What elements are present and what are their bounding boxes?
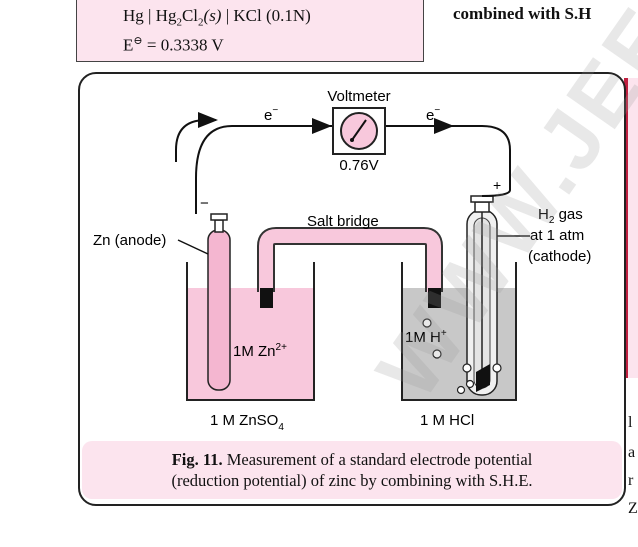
formula-line-1: Hg | Hg2Cl2(s) | KCl (0.1N) [123, 6, 311, 29]
wire-right [386, 125, 511, 197]
body-text-line-2: a [628, 444, 636, 461]
salt-bridge-outline [257, 227, 443, 292]
hydrogen-bubble [462, 363, 472, 373]
zinc-rod-terminal [214, 219, 224, 233]
h2-pressure-label: at 1 atm [530, 227, 584, 244]
body-text-top: combined with S.H [453, 4, 592, 23]
zn-ion-label: 1M Zn2+ [233, 342, 287, 360]
voltmeter-needle [351, 119, 367, 141]
cathode-plus-sign: + [493, 177, 501, 193]
salt-bridge-label: Salt bridge [307, 213, 379, 230]
wire-left [195, 125, 332, 214]
electron-label-left: e− [264, 105, 278, 124]
figure-caption: Fig. 11. Measurement of a standard elect… [171, 450, 533, 490]
hydrogen-bubble [456, 385, 466, 395]
right-beaker [401, 262, 517, 401]
zn-anode-label: Zn (anode) [93, 232, 166, 249]
formula-box: Hg | Hg2Cl2(s) | KCl (0.1N) E⊖ = 0.3338 … [76, 0, 424, 62]
figure-frame [78, 72, 626, 506]
body-text-line-4: Z [628, 500, 638, 517]
hydrogen-bubble [422, 318, 432, 328]
salt-bridge-plug-right [428, 288, 441, 308]
platinum-foil [476, 364, 490, 392]
hydrogen-bubble [465, 379, 475, 389]
voltage-reading: 0.76V [339, 157, 378, 174]
hydrogen-bubble [432, 349, 442, 359]
salt-bridge [259, 229, 441, 292]
right-solution-label: 1 M HCl [420, 412, 474, 429]
zinc-rod [207, 229, 231, 391]
left-beaker [186, 262, 315, 401]
body-text-line-1: l [628, 414, 633, 431]
electron-label-right: e− [426, 105, 440, 124]
h2-gas-label: H2 gas [538, 206, 583, 226]
h-ion-label: 1M H+ [405, 328, 447, 346]
body-text-line-3: r [628, 472, 634, 489]
figure-caption-box: Fig. 11. Measurement of a standard elect… [82, 441, 622, 499]
left-solution-label: 1 M ZnSO4 [210, 412, 284, 433]
hydrogen-bubble [492, 363, 502, 373]
cathode-label: (cathode) [528, 248, 591, 265]
formula-line-2: E⊖ = 0.3338 V [123, 35, 224, 55]
side-panel [624, 78, 638, 378]
salt-bridge-plug-left [260, 288, 273, 308]
electron-flow-arrow-left [175, 112, 218, 162]
voltmeter-label: Voltmeter [327, 88, 390, 105]
anode-minus-sign: − [200, 195, 209, 212]
